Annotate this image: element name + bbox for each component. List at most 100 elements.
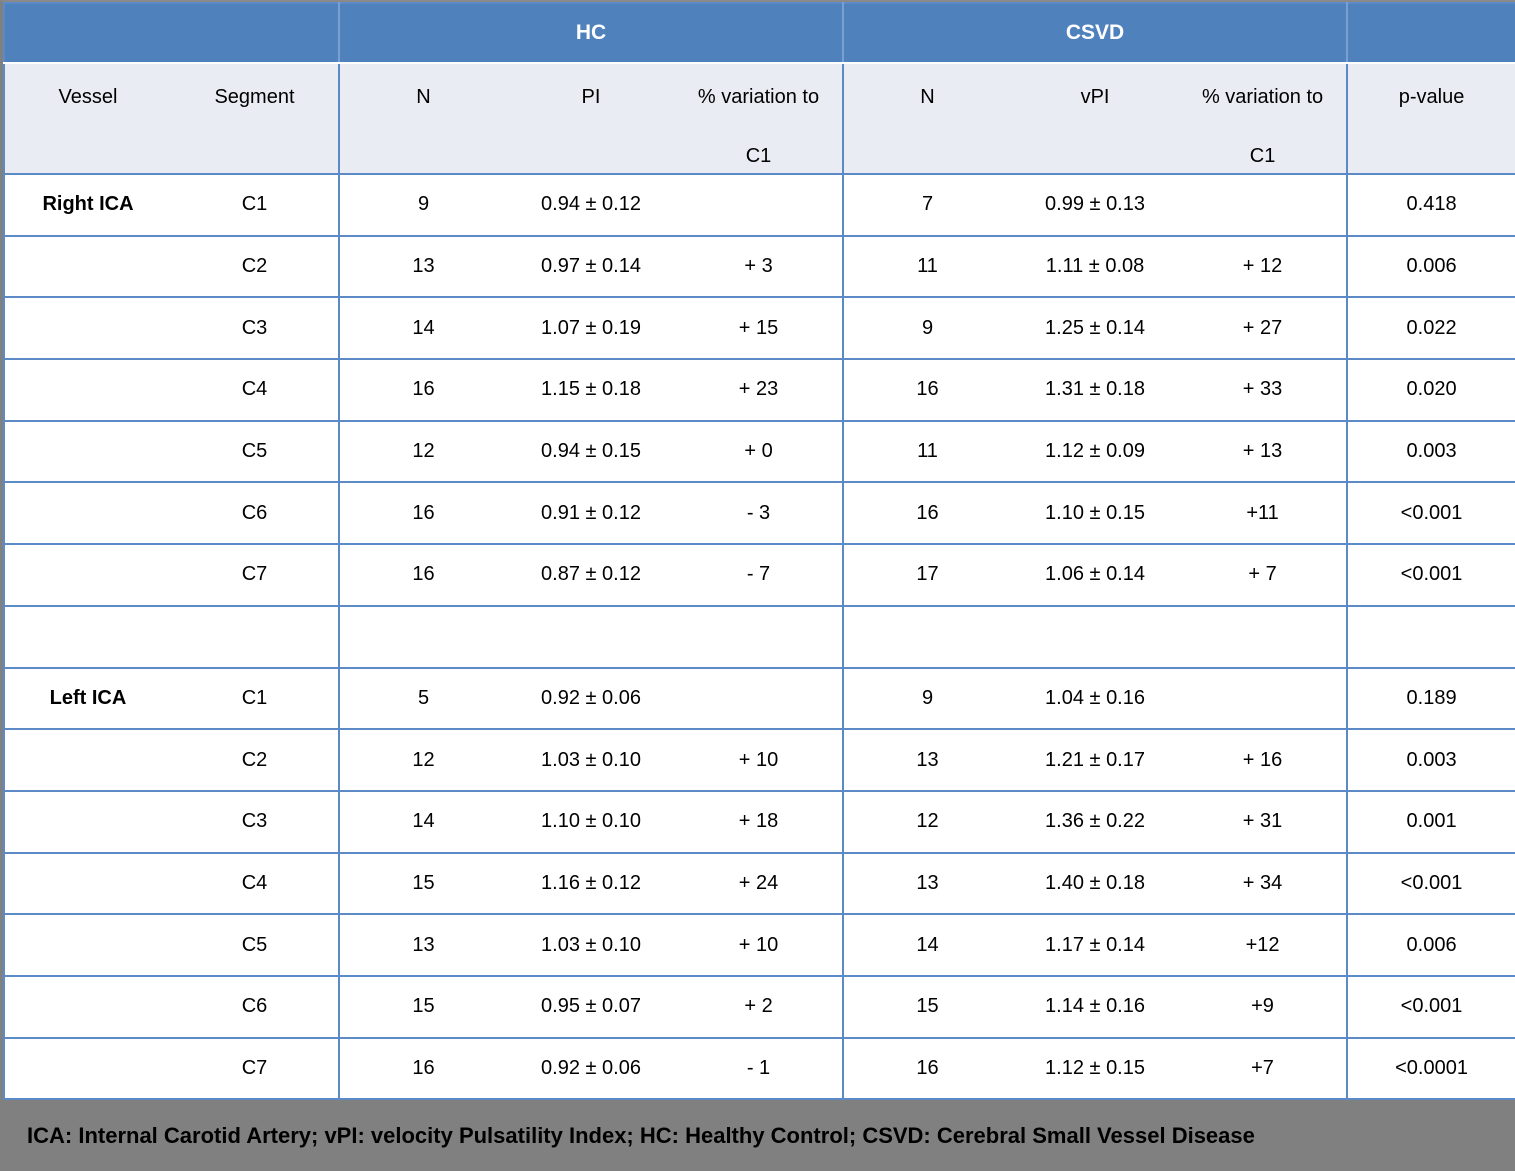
hc-n-cell: 13: [338, 913, 507, 976]
hc-pi-cell: 1.16 ± 0.12: [507, 851, 675, 915]
segment-cell: C2: [171, 234, 339, 298]
p-value-cell: 0.022: [1346, 296, 1515, 360]
hc-variation-cell: + 15: [675, 296, 844, 360]
header-csvd-variation-line2: C1: [1249, 145, 1276, 167]
csvd-n-cell: 9: [842, 296, 1012, 360]
hc-variation-cell: - 1: [675, 1036, 844, 1100]
hc-pi-cell: 0.92 ± 0.06: [507, 1036, 675, 1100]
vessel-cell: [4, 851, 171, 915]
csvd-n-cell: 16: [842, 358, 1012, 421]
hc-variation-cell: + 18: [675, 789, 844, 853]
table-row: Left ICA C1 5 0.92 ± 0.06 9 1.04 ± 0.16 …: [4, 666, 1515, 730]
vessel-cell: [4, 913, 171, 976]
csvd-n-cell: 11: [842, 234, 1012, 298]
csvd-vpi-cell: 1.17 ± 0.14: [1011, 913, 1180, 976]
hc-n-cell: [338, 604, 507, 668]
p-value-cell: <0.001: [1346, 851, 1515, 915]
hc-n-cell: 16: [338, 481, 507, 545]
hc-pi-cell: 0.94 ± 0.15: [507, 419, 675, 483]
hc-n-cell: 5: [338, 666, 507, 730]
hc-variation-cell: + 3: [675, 234, 844, 298]
csvd-vpi-cell: 1.31 ± 0.18: [1011, 358, 1180, 421]
segment-cell: C5: [171, 419, 339, 483]
csvd-n-cell: 9: [842, 666, 1012, 730]
table-row: C3 14 1.07 ± 0.19 + 15 9 1.25 ± 0.14 + 2…: [4, 296, 1515, 360]
vessel-cell: [4, 419, 171, 483]
table-row: Right ICA C1 9 0.94 ± 0.12 7 0.99 ± 0.13…: [4, 173, 1515, 236]
hc-variation-cell: [675, 173, 844, 236]
csvd-variation-cell: + 12: [1179, 234, 1348, 298]
hc-variation-cell: - 3: [675, 481, 844, 545]
csvd-vpi-cell: 1.10 ± 0.15: [1011, 481, 1180, 545]
csvd-variation-cell: + 13: [1179, 419, 1348, 483]
header-csvd-variation: % variation to C1: [1179, 63, 1348, 174]
csvd-n-cell: [842, 604, 1012, 668]
vessel-cell: [4, 728, 171, 791]
csvd-n-cell: 13: [842, 728, 1012, 791]
p-value-cell: <0.0001: [1346, 1036, 1515, 1100]
csvd-variation-cell: + 34: [1179, 851, 1348, 915]
csvd-n-cell: 11: [842, 419, 1012, 483]
hc-n-cell: 9: [338, 173, 507, 236]
hc-variation-cell: + 10: [675, 728, 844, 791]
csvd-n-cell: 16: [842, 1036, 1012, 1100]
hc-pi-cell: 1.15 ± 0.18: [507, 358, 675, 421]
hc-variation-cell: + 2: [675, 974, 844, 1038]
header-hc-variation-line1: % variation to: [697, 86, 820, 108]
p-value-cell: 0.003: [1346, 728, 1515, 791]
hc-pi-cell: 1.03 ± 0.10: [507, 728, 675, 791]
hc-pi-cell: [507, 604, 675, 668]
csvd-n-cell: 17: [842, 543, 1012, 606]
footnote-text: ICA: Internal Carotid Artery; vPI: veloc…: [27, 1122, 1255, 1148]
hc-pi-cell: 1.03 ± 0.10: [507, 913, 675, 976]
table-row: C4 16 1.15 ± 0.18 + 23 16 1.31 ± 0.18 + …: [4, 358, 1515, 421]
csvd-vpi-cell: 1.25 ± 0.14: [1011, 296, 1180, 360]
group-header-hc: HC: [337, 3, 844, 64]
table-row: [4, 604, 1515, 668]
segment-cell: C3: [171, 296, 339, 360]
table-row: C2 13 0.97 ± 0.14 + 3 11 1.11 ± 0.08 + 1…: [4, 234, 1515, 298]
hc-pi-cell: 0.95 ± 0.07: [507, 974, 675, 1038]
vessel-cell: [4, 358, 171, 421]
segment-cell: C1: [171, 173, 339, 236]
csvd-variation-cell: + 27: [1179, 296, 1348, 360]
vessel-cell: [4, 296, 171, 360]
csvd-vpi-cell: 0.99 ± 0.13: [1011, 173, 1180, 236]
hc-pi-cell: 0.87 ± 0.12: [507, 543, 675, 606]
hc-n-cell: 12: [338, 728, 507, 791]
csvd-variation-cell: + 31: [1179, 789, 1348, 853]
p-value-cell: 0.189: [1346, 666, 1515, 730]
csvd-vpi-cell: 1.14 ± 0.16: [1011, 974, 1180, 1038]
header-hc-variation: % variation to C1: [675, 63, 844, 174]
hc-variation-cell: [675, 666, 844, 730]
csvd-variation-cell: +7: [1179, 1036, 1348, 1100]
table-body: Right ICA C1 9 0.94 ± 0.12 7 0.99 ± 0.13…: [4, 173, 1515, 1100]
table-row: C3 14 1.10 ± 0.10 + 18 12 1.36 ± 0.22 + …: [4, 789, 1515, 853]
csvd-n-cell: 15: [842, 974, 1012, 1038]
p-value-cell: <0.001: [1346, 481, 1515, 545]
hc-pi-cell: 0.94 ± 0.12: [507, 173, 675, 236]
hc-n-cell: 16: [338, 1036, 507, 1100]
p-value-cell: 0.003: [1346, 419, 1515, 483]
csvd-vpi-cell: 1.12 ± 0.15: [1011, 1036, 1180, 1100]
hc-variation-cell: + 23: [675, 358, 844, 421]
table-row: C2 12 1.03 ± 0.10 + 10 13 1.21 ± 0.17 + …: [4, 728, 1515, 791]
csvd-variation-cell: +9: [1179, 974, 1348, 1038]
csvd-variation-cell: +11: [1179, 481, 1348, 545]
hc-pi-cell: 1.07 ± 0.19: [507, 296, 675, 360]
csvd-n-cell: 14: [842, 913, 1012, 976]
segment-cell: C7: [171, 1036, 339, 1100]
p-value-cell: 0.006: [1346, 234, 1515, 298]
group-header-empty-right: [1346, 3, 1515, 64]
header-vessel: Vessel: [4, 63, 171, 174]
segment-cell: C4: [171, 358, 339, 421]
segment-cell: C5: [171, 913, 339, 976]
hc-n-cell: 12: [338, 419, 507, 483]
hc-n-cell: 14: [338, 789, 507, 853]
csvd-n-cell: 13: [842, 851, 1012, 915]
csvd-vpi-cell: 1.21 ± 0.17: [1011, 728, 1180, 791]
header-p-value: p-value: [1346, 63, 1515, 174]
segment-cell: C6: [171, 974, 339, 1038]
csvd-variation-cell: + 7: [1179, 543, 1348, 606]
